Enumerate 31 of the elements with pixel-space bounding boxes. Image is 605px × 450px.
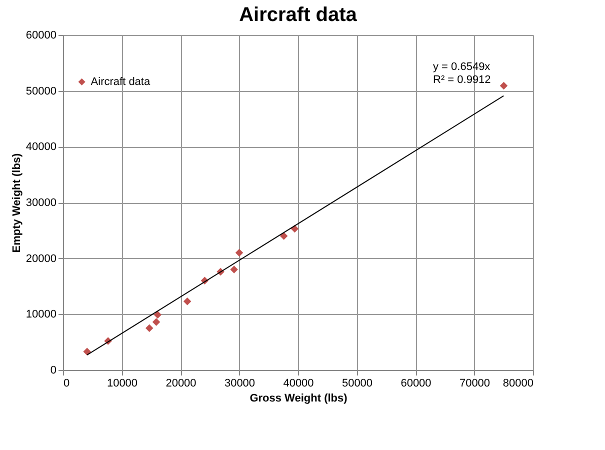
y-tick-label: 20000 <box>26 252 56 265</box>
x-tick-label: 10000 <box>106 378 138 390</box>
x-tick-label: 60000 <box>400 378 432 390</box>
y-tick-label: 50000 <box>26 85 56 98</box>
point <box>235 248 244 257</box>
x-tick-label: 70000 <box>459 378 490 390</box>
point <box>230 266 238 274</box>
y-tick-label: 0 <box>50 364 56 376</box>
x-tick-label: 50000 <box>342 378 373 390</box>
x-tick-label: 20000 <box>166 378 196 390</box>
annotation: R² = 0.9912 <box>433 74 491 86</box>
y-axis-title: Empty Weight (lbs) <box>10 152 23 253</box>
y-tick-label: 60000 <box>26 30 56 42</box>
y-tick-label: 10000 <box>26 308 56 321</box>
point <box>145 324 154 332</box>
chart-title: Aircraft data <box>239 4 358 26</box>
y-tick-label: 40000 <box>26 141 56 154</box>
x-tick-label: 80000 <box>502 378 534 390</box>
point <box>154 310 162 319</box>
point <box>183 297 192 306</box>
x-tick-label: 40000 <box>283 378 314 390</box>
point <box>152 318 160 326</box>
annotation: y = 0.6549x <box>433 61 491 73</box>
x-tick-label: 30000 <box>224 378 256 390</box>
y-tick-label: 30000 <box>26 197 56 209</box>
x-axis-title: Gross Weight (lbs) <box>250 392 348 404</box>
legend-label: Aircraft data <box>90 76 151 88</box>
point <box>500 82 508 90</box>
x-tick-label: 0 <box>64 378 70 390</box>
point <box>83 348 91 356</box>
point <box>280 232 288 240</box>
